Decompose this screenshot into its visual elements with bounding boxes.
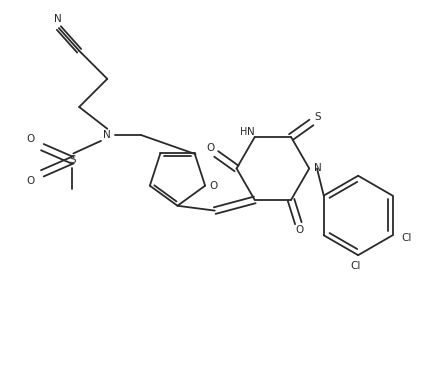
Text: N: N xyxy=(247,127,255,137)
Text: N: N xyxy=(103,130,111,140)
Text: Cl: Cl xyxy=(401,233,411,243)
Text: O: O xyxy=(27,134,35,145)
Text: O: O xyxy=(27,176,35,186)
Text: H: H xyxy=(240,127,248,137)
Text: S: S xyxy=(314,112,320,122)
Text: Cl: Cl xyxy=(350,261,361,271)
Text: O: O xyxy=(207,143,215,153)
Text: N: N xyxy=(314,164,322,173)
Text: N: N xyxy=(54,14,61,24)
Text: S: S xyxy=(69,155,76,165)
Text: O: O xyxy=(210,181,218,191)
Text: O: O xyxy=(295,225,304,235)
